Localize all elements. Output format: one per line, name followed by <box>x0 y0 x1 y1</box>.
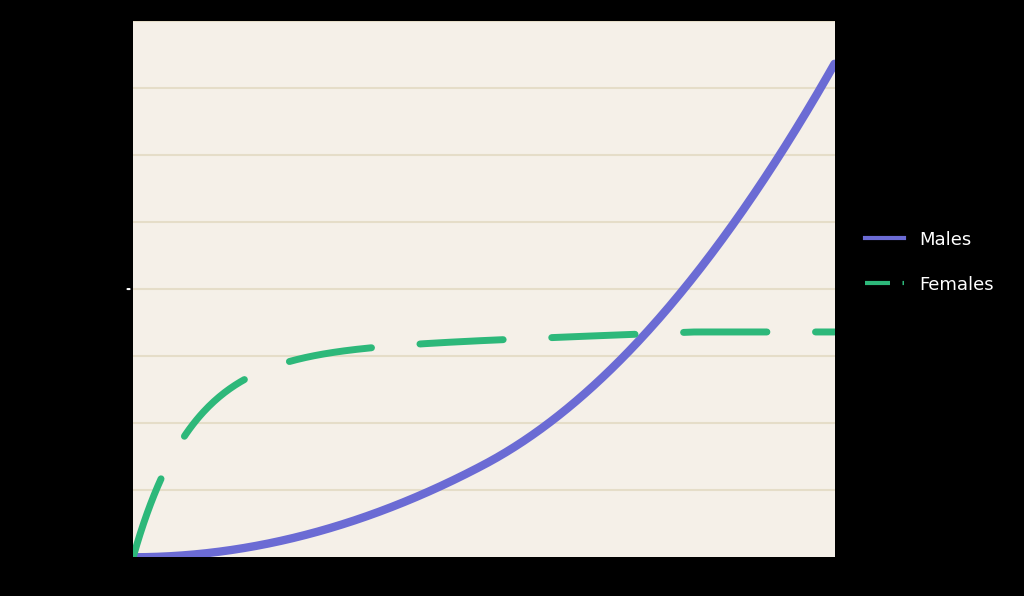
Legend: Males, Females: Males, Females <box>864 231 993 294</box>
